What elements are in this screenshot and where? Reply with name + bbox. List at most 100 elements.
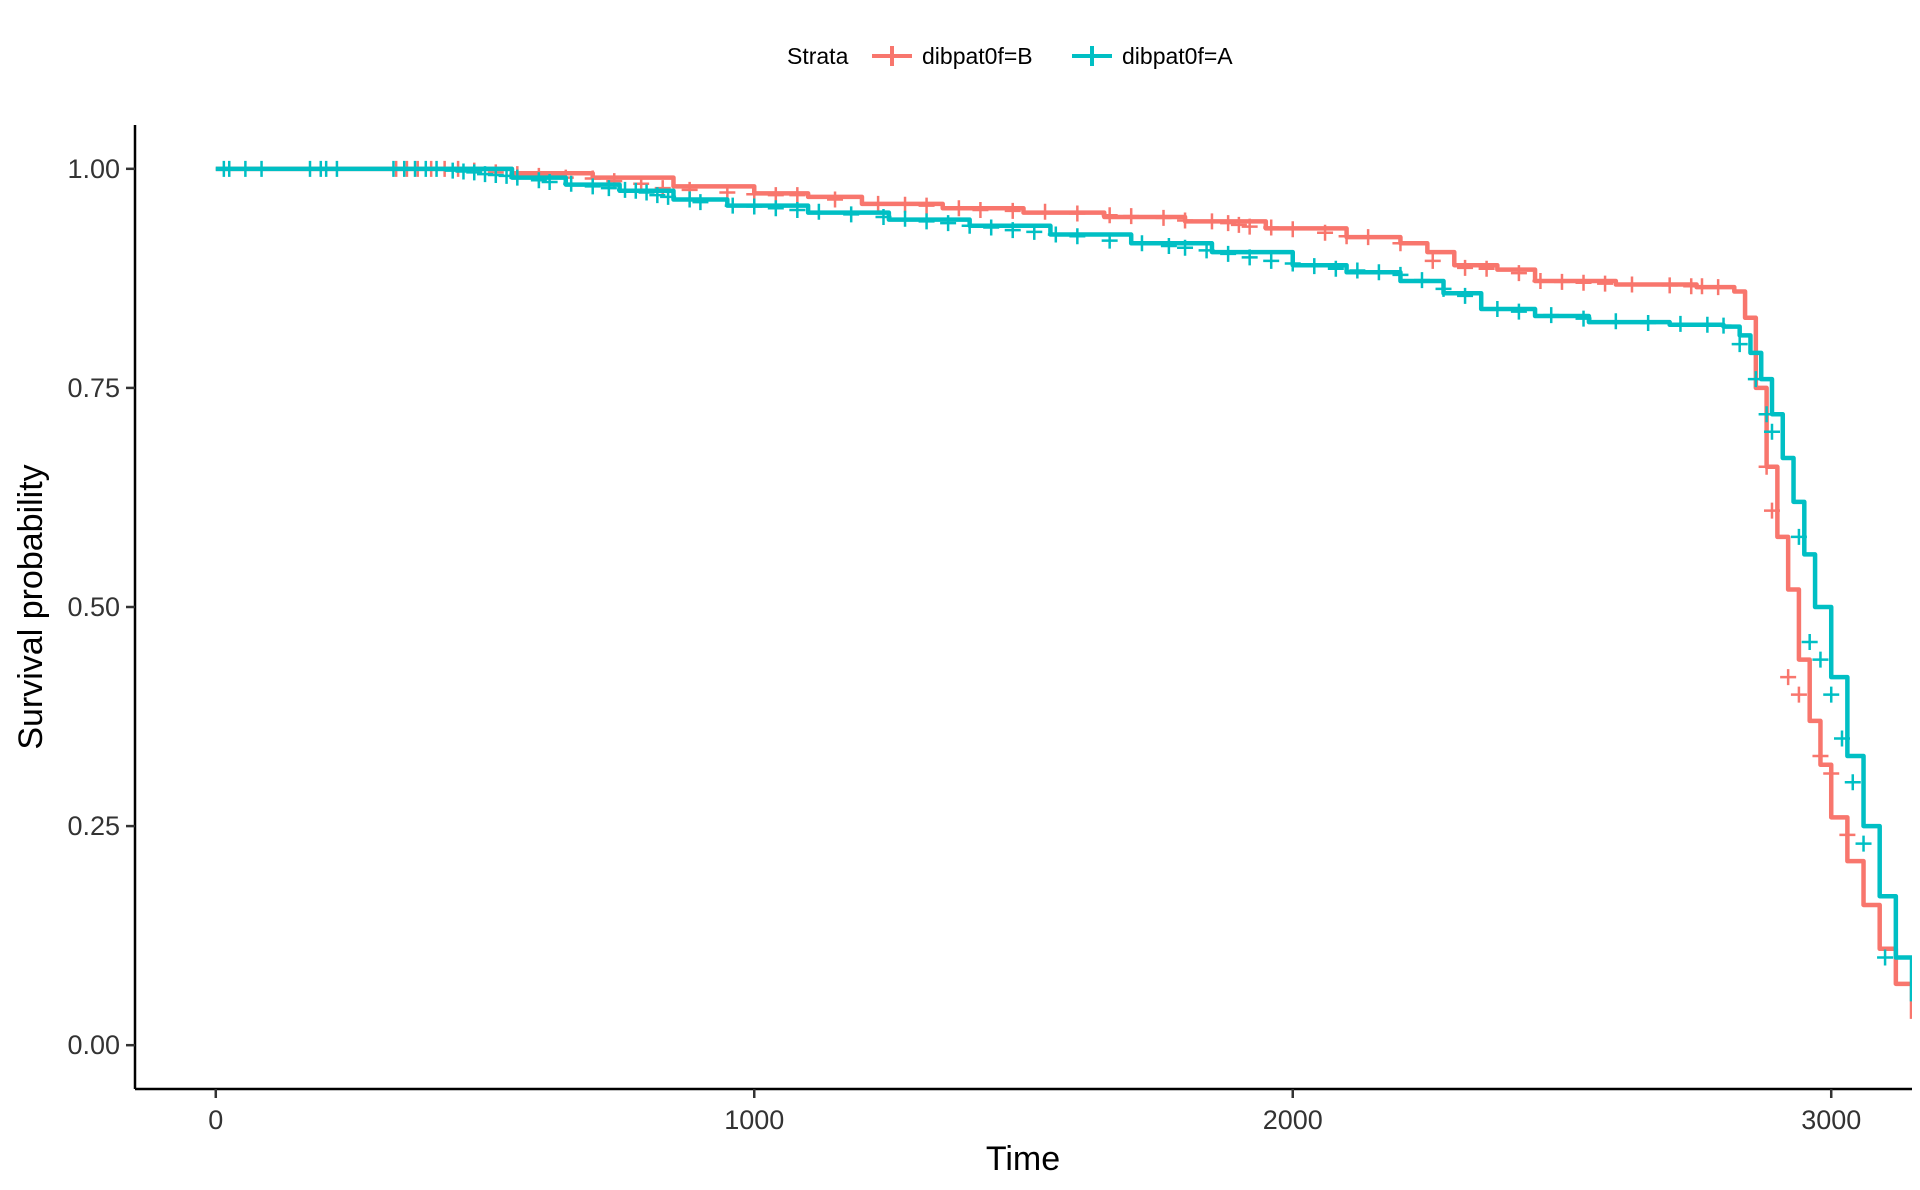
censor-mark <box>1478 260 1495 277</box>
y-tick-label: 1.00 <box>67 154 120 184</box>
censor-mark <box>692 194 709 211</box>
y-tick-label: 0.25 <box>67 811 120 841</box>
censor-mark <box>563 175 580 192</box>
legend-item-0: dibpat0f=B <box>872 43 1033 69</box>
censor-mark <box>1101 207 1118 224</box>
censor-mark <box>1123 208 1140 225</box>
censor-mark <box>1457 287 1474 304</box>
censor-mark <box>1801 634 1818 651</box>
censor-mark <box>1823 686 1840 703</box>
censor-mark <box>767 200 784 217</box>
censor-mark <box>1839 826 1856 843</box>
censor-mark <box>972 202 989 219</box>
censor-mark <box>681 191 698 208</box>
censor-mark <box>1640 315 1657 332</box>
censor-mark <box>1155 209 1172 226</box>
censor-mark <box>660 188 677 205</box>
censor-mark <box>1834 730 1850 747</box>
censor-mark <box>1392 235 1409 252</box>
censor-mark <box>1413 272 1430 289</box>
censor-mark <box>1037 203 1054 220</box>
censor-mark <box>1710 279 1727 296</box>
censor-mark <box>1160 237 1177 254</box>
censor-mark <box>1812 651 1829 668</box>
censor-mark <box>1230 216 1247 233</box>
censor-mark <box>1715 317 1732 334</box>
censor-mark <box>1877 949 1894 966</box>
series-line-0 <box>215 166 1912 1019</box>
censor-mark <box>1360 229 1377 246</box>
x-tick-label: 1000 <box>724 1105 784 1135</box>
censor-mark <box>1812 747 1829 764</box>
censor-mark <box>1284 255 1301 272</box>
censor-mark <box>1069 205 1086 222</box>
censor-mark <box>1177 212 1194 229</box>
legend-key <box>1072 46 1112 66</box>
censor-mark <box>950 200 967 217</box>
censor-mark <box>1177 239 1194 256</box>
censor-mark <box>1203 213 1220 230</box>
censor-mark <box>1575 310 1592 327</box>
censor-mark <box>1607 313 1624 330</box>
censor-mark <box>541 173 558 190</box>
censor-mark <box>530 172 547 189</box>
censor-mark <box>983 219 1000 236</box>
censor-mark <box>1763 502 1780 519</box>
censor-mark <box>1317 224 1334 241</box>
censor-mark <box>724 197 741 214</box>
censor-mark <box>1693 278 1710 295</box>
x-axis-title: Time <box>986 1140 1060 1178</box>
censor-mark <box>1220 215 1237 232</box>
censor-mark <box>221 160 238 177</box>
censor-mark <box>1855 835 1872 852</box>
censor-mark <box>810 203 827 220</box>
censor-mark <box>1263 252 1280 269</box>
censor-mark <box>627 182 644 199</box>
censor-mark <box>509 169 526 186</box>
censor-mark <box>827 191 844 208</box>
censor-mark <box>1263 219 1280 236</box>
censor-mark <box>1306 258 1323 275</box>
censor-mark <box>897 196 914 213</box>
censor-mark <box>1575 274 1592 291</box>
censor-mark <box>1026 223 1043 240</box>
censor-mark <box>1699 316 1716 333</box>
censor-mark <box>1284 221 1301 238</box>
censor-mark <box>1338 228 1355 245</box>
x-tick-label: 2000 <box>1263 1105 1323 1135</box>
legend-title: Strata <box>787 43 849 69</box>
censor-mark <box>1004 222 1021 239</box>
censor-mark <box>1543 307 1560 324</box>
censor-mark <box>328 160 345 177</box>
y-tick-label: 0.75 <box>67 373 120 403</box>
censor-mark <box>940 215 957 232</box>
censor-mark <box>638 184 655 201</box>
censor-mark <box>1047 226 1064 243</box>
series-line-1 <box>215 166 1912 1002</box>
censor-mark <box>428 160 445 177</box>
censor-mark <box>843 206 860 223</box>
censor-mark <box>1510 265 1527 282</box>
censor-mark <box>1370 264 1387 281</box>
censor-mark <box>1133 235 1150 252</box>
censor-mark <box>1758 458 1775 475</box>
censor-mark <box>1747 371 1764 388</box>
censor-mark <box>1731 336 1748 353</box>
censor-mark <box>600 180 617 197</box>
censor-mark <box>1790 686 1807 703</box>
censor-marks-0 <box>388 160 1856 843</box>
censor-mark <box>1790 528 1807 545</box>
censor-mark <box>498 167 515 184</box>
y-tick-label: 0.50 <box>67 592 120 622</box>
censor-mark <box>918 213 935 230</box>
censor-mark <box>466 164 483 181</box>
censor-mark <box>1241 218 1258 235</box>
censor-mark <box>1623 276 1640 293</box>
censor-mark <box>1327 260 1344 277</box>
censor-mark <box>1489 301 1506 318</box>
censor-mark <box>746 198 763 215</box>
censor-mark <box>1823 765 1840 782</box>
censor-mark <box>961 217 978 234</box>
censor-mark <box>1392 266 1409 283</box>
